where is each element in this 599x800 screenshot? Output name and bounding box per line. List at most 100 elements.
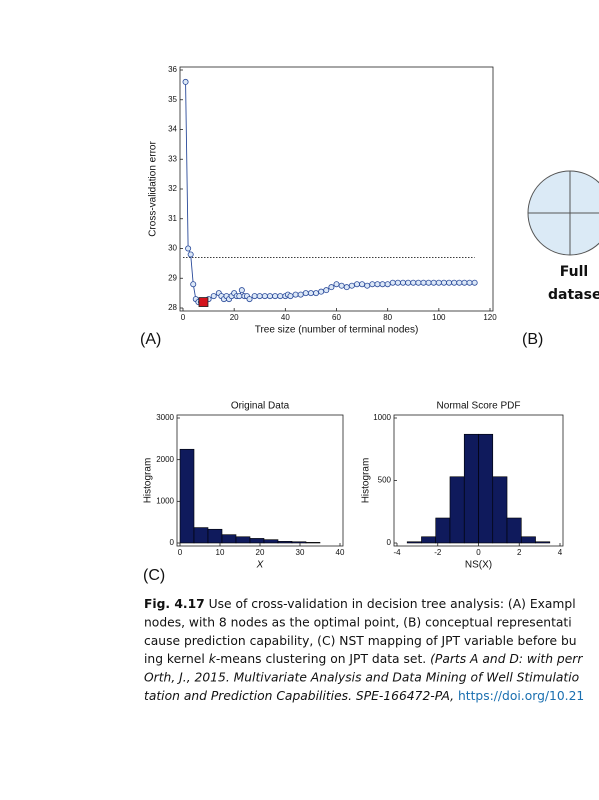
data-point [379,281,386,288]
caption-text[interactable]: https://doi.org/10.21 [458,689,584,703]
histogram-bar [520,536,536,544]
y-tick-label: 30 [168,244,177,253]
circle-label: Full [560,264,588,280]
panel-label: (A) [140,331,161,348]
data-point [266,293,273,300]
x-axis-label: Tree size (number of terminal nodes) [255,325,419,336]
x-tick-label: 120 [483,313,497,322]
data-point [405,279,412,286]
data-point [302,290,309,297]
caption-text: Orth, J., 2015. Multivariate Analysis an… [144,671,579,685]
data-point [471,279,478,286]
caption-text: nodes, with 8 nodes as the optimal point… [144,615,572,629]
data-point [456,279,463,286]
data-point [256,293,263,300]
y-axis-label: Histogram [361,458,372,504]
data-point [323,287,330,294]
histogram-bar [291,541,307,544]
y-tick-label: 36 [168,65,177,74]
x-tick-label: 40 [281,313,290,322]
data-point [466,279,473,286]
data-point [435,279,442,286]
data-point [210,293,217,300]
caption-text: tation and Prediction Capabilities. SPE-… [144,689,458,703]
x-tick-label: 20 [230,313,239,322]
data-point [292,291,299,298]
y-tick-label: 31 [168,214,177,223]
data-point [400,279,407,286]
x-tick-label: 40 [336,548,345,557]
caption-text: (Parts A and D: with perr [430,652,583,666]
y-tick-label: 1000 [156,496,174,505]
histogram-bar [421,536,437,544]
caption-line: nodes, with 8 nodes as the optimal point… [144,615,572,629]
caption-text: Use of cross-validation in decision tree… [205,597,576,611]
histogram-bar [463,433,479,544]
caption-line: Orth, J., 2015. Multivariate Analysis an… [144,671,579,685]
histogram-bar [193,527,209,544]
data-point [182,78,189,85]
data-point [238,287,245,294]
data-point [410,279,417,286]
caption-text: -means clustering on JPT data set. [216,652,430,666]
y-tick-label: 1000 [373,413,391,422]
caption-text: cause prediction capability, (C) NST map… [144,634,577,648]
data-point [328,284,335,291]
y-tick-label: 2000 [156,455,174,464]
histogram-bar [277,541,293,544]
data-point [287,293,294,300]
data-point [318,288,325,295]
y-axis-label: Cross-validation error [148,141,159,237]
x-tick-label: 0 [181,313,186,322]
data-point [307,290,314,297]
caption-text: ing kernel [144,652,209,666]
y-tick-label: 32 [168,184,177,193]
y-tick-label: 34 [168,125,177,134]
data-point [384,281,391,288]
data-point [190,281,197,288]
data-point [364,282,371,289]
x-tick-label: 0 [178,548,183,557]
caption-text: k [209,652,217,666]
chart-title: Normal Score PDF [437,401,521,412]
x-tick-label: 20 [256,548,265,557]
histogram-bar [179,448,195,544]
x-tick-label: 4 [558,548,563,557]
data-point [185,245,192,252]
histogram-bar [249,538,265,544]
caption-line: tation and Prediction Capabilities. SPE-… [144,689,584,703]
y-tick-label: 0 [170,538,175,547]
y-tick-label: 33 [168,154,177,163]
x-tick-label: 30 [296,548,305,557]
x-tick-label: 60 [332,313,341,322]
histogram-bar [235,536,251,544]
data-point [394,279,401,286]
data-point [297,291,304,298]
histogram-bar [449,476,465,544]
data-point [353,281,360,288]
x-tick-label: 100 [432,313,446,322]
data-point [451,279,458,286]
caption-text: Fig. 4.17 [144,597,205,611]
plot-frame [179,66,494,312]
panel-label: (C) [143,567,165,584]
x-tick-label: -4 [393,548,401,557]
data-point [261,293,268,300]
caption-line: cause prediction capability, (C) NST map… [144,634,577,648]
data-point [461,279,468,286]
x-axis-label: X [256,560,264,571]
caption-line: ing kernel k-means clustering on JPT dat… [144,652,583,666]
plot-frame [176,414,344,547]
x-tick-label: 0 [476,548,481,557]
chart-title: Original Data [231,401,290,412]
x-tick-label: 2 [517,548,522,557]
data-point [246,296,253,303]
y-tick-label: 35 [168,95,177,104]
y-axis-label: Histogram [143,458,154,504]
data-point [446,279,453,286]
data-point [333,281,340,288]
optimal-point [198,297,209,307]
data-point [369,281,376,288]
